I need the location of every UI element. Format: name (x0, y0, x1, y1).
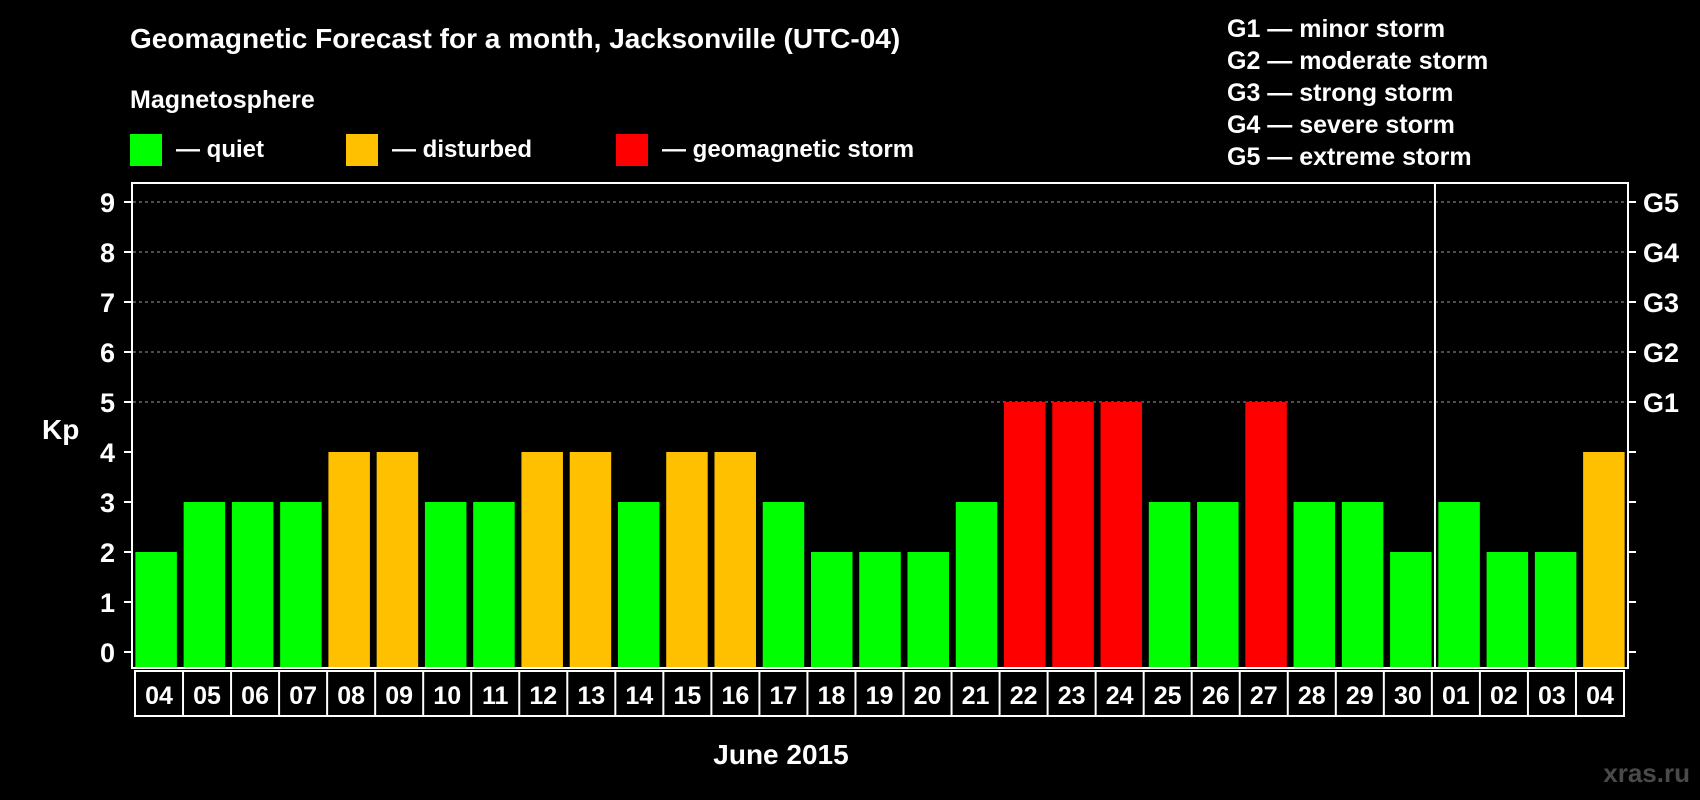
x-tick-label: 04 (145, 682, 173, 710)
bar-27-23 (1245, 402, 1287, 668)
bar-21-17 (955, 502, 998, 668)
storm-scale-g2: G2 — moderate storm (1227, 47, 1488, 75)
bar-10-6 (424, 502, 467, 668)
x-tick-label: 22 (1010, 682, 1038, 710)
x-tick-label: 25 (1154, 682, 1182, 710)
right-tick-label-G5: G5 (1643, 188, 1679, 218)
x-axis-label: June 2015 (713, 739, 848, 770)
bar-23-19 (1052, 402, 1094, 668)
bar-05-1 (183, 502, 226, 668)
x-tick-label: 04 (1586, 682, 1614, 710)
y-tick-label: 5 (100, 388, 115, 418)
bar-17-13 (762, 502, 805, 668)
bar-15-11 (666, 452, 708, 668)
x-tick-label: 10 (433, 682, 461, 710)
bar-14-10 (617, 502, 660, 668)
legend-swatch-disturbed (346, 134, 378, 166)
storm-scale-g5: G5 — extreme storm (1227, 143, 1472, 171)
bar-26-22 (1197, 502, 1239, 668)
legend-title: Magnetosphere (130, 86, 315, 114)
bar-12-8 (521, 452, 563, 668)
y-tick-label: 8 (100, 238, 115, 268)
bar-09-5 (376, 452, 419, 668)
y-tick-label: 9 (100, 188, 115, 218)
bar-03-29 (1534, 552, 1577, 668)
storm-scale-g1: G1 — minor storm (1227, 15, 1445, 43)
x-tick-label: 20 (914, 682, 942, 710)
bar-30-26 (1390, 552, 1432, 668)
x-tick-label: 19 (866, 682, 894, 710)
y-tick-label: 0 (100, 638, 115, 668)
bar-13-9 (569, 452, 612, 668)
y-axis-label: Kp (42, 414, 79, 445)
bar-04-0 (135, 552, 177, 668)
right-tick-label-G3: G3 (1643, 288, 1679, 318)
x-tick-label: 06 (241, 682, 269, 710)
watermark: xras.ru (1603, 758, 1690, 788)
x-tick-label: 01 (1442, 682, 1470, 710)
y-tick-label: 4 (100, 438, 115, 468)
bar-24-20 (1100, 402, 1143, 668)
legend-label-storm: — geomagnetic storm (662, 136, 914, 163)
x-tick-label: 02 (1490, 682, 1518, 710)
x-tick-label: 21 (962, 682, 990, 710)
x-tick-label: 18 (818, 682, 846, 710)
bar-06-2 (231, 502, 274, 668)
x-tick-label: 26 (1202, 682, 1230, 710)
legend-label-quiet: — quiet (176, 136, 264, 163)
x-tick-label: 15 (673, 682, 701, 710)
right-tick-label-G1: G1 (1643, 388, 1679, 418)
bar-18-14 (810, 552, 853, 668)
x-tick-label: 09 (385, 682, 413, 710)
x-tick-label: 03 (1538, 682, 1566, 710)
y-tick-label: 1 (100, 588, 115, 618)
bar-08-4 (328, 452, 370, 668)
chart-title: Geomagnetic Forecast for a month, Jackso… (130, 23, 900, 54)
x-tick-label: 30 (1394, 682, 1422, 710)
x-label-strip (134, 670, 1625, 717)
x-tick-label: 28 (1298, 682, 1326, 710)
x-tick-label: 07 (289, 682, 317, 710)
right-tick-label-G2: G2 (1643, 338, 1679, 368)
y-tick-label: 7 (100, 288, 115, 318)
bar-01-27 (1438, 502, 1480, 668)
bar-28-24 (1293, 502, 1336, 668)
right-tick-label-G4: G4 (1643, 238, 1679, 268)
legend: — quiet — disturbed — geomagnetic storm (130, 134, 914, 166)
x-tick-label: 08 (337, 682, 365, 710)
y-tick-label: 2 (100, 538, 115, 568)
bar-19-15 (859, 552, 901, 668)
x-tick-label: 11 (482, 682, 509, 710)
bar-29-25 (1341, 502, 1384, 668)
legend-swatch-quiet (130, 134, 162, 166)
bar-20-16 (907, 552, 950, 668)
x-tick-label: 14 (625, 682, 653, 710)
bar-16-12 (714, 452, 756, 668)
storm-scale: G1 — minor storm G2 — moderate storm G3 … (1227, 15, 1488, 171)
x-tick-label: 16 (721, 682, 749, 710)
bar-02-28 (1486, 552, 1529, 668)
x-tick-label: 12 (529, 682, 557, 710)
x-tick-label: 29 (1346, 682, 1374, 710)
x-tick-label: 13 (577, 682, 605, 710)
x-tick-label: 24 (1106, 682, 1134, 710)
plot-frame (131, 182, 1629, 669)
y-tick-label: 3 (100, 488, 115, 518)
bar-22-18 (1004, 402, 1046, 668)
x-tick-label: 27 (1250, 682, 1278, 710)
x-tick-label: 23 (1058, 682, 1086, 710)
bar-04-30 (1583, 452, 1625, 668)
y-tick-label: 6 (100, 338, 115, 368)
bar-11-7 (473, 502, 515, 668)
bar-07-3 (280, 502, 322, 668)
storm-scale-g4: G4 — severe storm (1227, 111, 1455, 139)
x-tick-label: 17 (770, 682, 798, 710)
storm-scale-g3: G3 — strong storm (1227, 79, 1453, 107)
legend-swatch-storm (616, 134, 648, 166)
bar-25-21 (1148, 502, 1191, 668)
legend-label-disturbed: — disturbed (392, 136, 532, 163)
x-tick-label: 05 (193, 682, 221, 710)
